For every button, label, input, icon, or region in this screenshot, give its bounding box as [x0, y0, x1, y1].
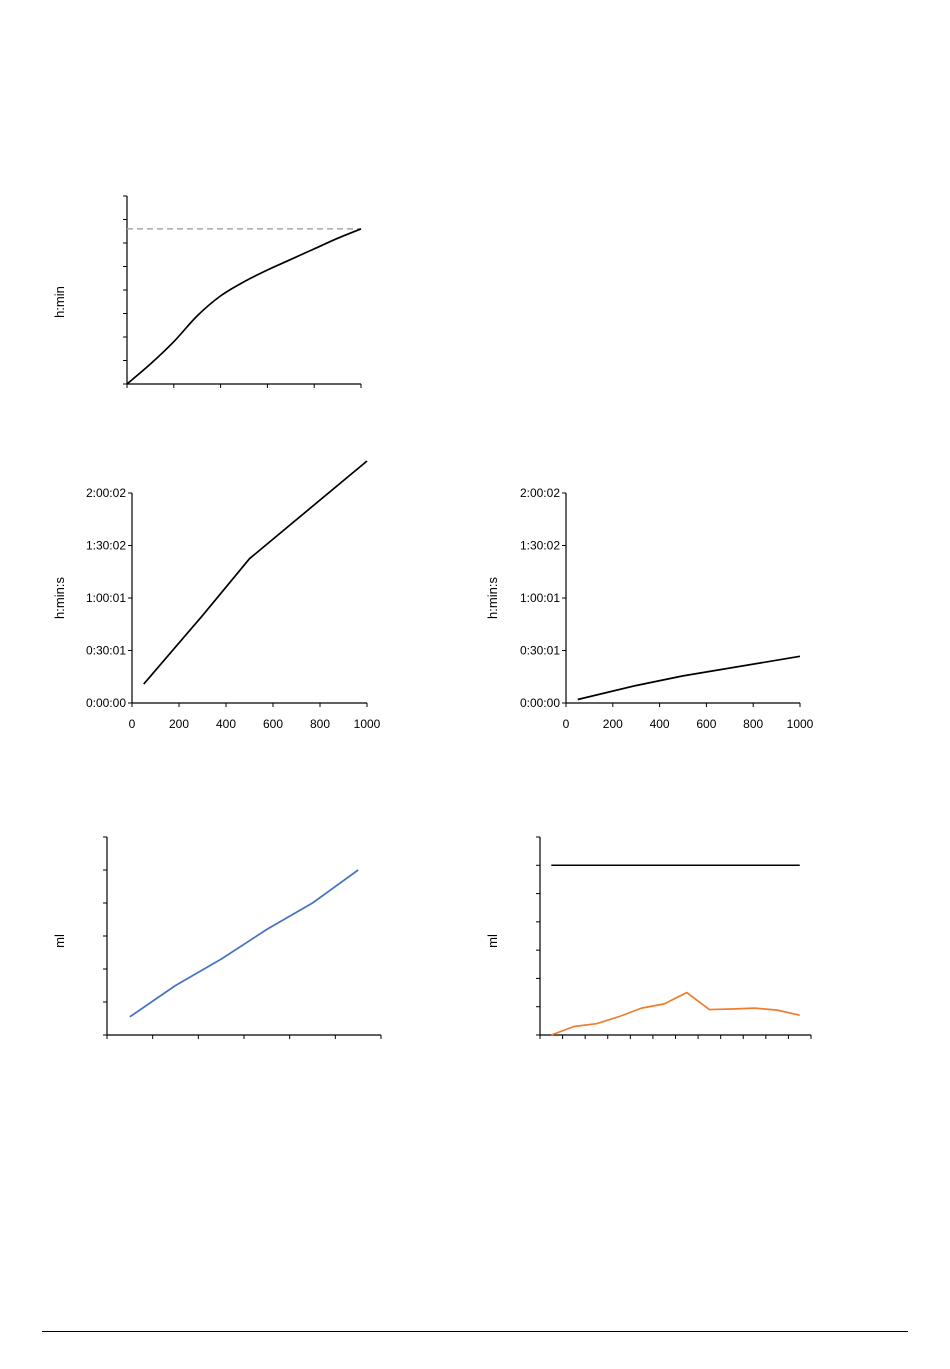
series-line: [550, 991, 800, 1036]
y-tick-label: 1:30:02: [86, 538, 126, 552]
y-axis-label: ml: [485, 934, 500, 948]
x-tick-label: 1000: [354, 717, 381, 731]
y-tick-label: 1:30:02: [520, 538, 560, 552]
chart-4: ml: [52, 836, 382, 1039]
x-tick-label: 800: [743, 717, 763, 731]
chart-1: h:min: [52, 195, 362, 388]
x-tick-label: 600: [263, 717, 283, 731]
x-tick-label: 200: [169, 717, 189, 731]
y-axis-label: h:min: [52, 286, 67, 318]
y-tick-label: 1:00:01: [86, 591, 126, 605]
y-tick-label: 2:00:02: [520, 486, 560, 500]
series-line: [129, 869, 359, 1018]
footer-divider: [42, 1331, 908, 1332]
y-tick-label: 1:00:01: [520, 591, 560, 605]
y-axis-label: h:min:s: [485, 577, 500, 619]
chart-3: 0:00:00 0:30:01 1:00:01 1:30:02 2:00:02 0 200 4…: [485, 486, 814, 731]
chart-2: 0:00:00 0:30:01 1:00:01 1:30:02 2:00:02 0 200 4…: [52, 460, 381, 731]
x-tick-label: 400: [650, 717, 670, 731]
x-tick-label: 800: [310, 717, 330, 731]
x-tick-label: 400: [216, 717, 236, 731]
series-line: [577, 655, 801, 701]
y-axis-label: ml: [52, 934, 67, 948]
x-tick-label: 1000: [787, 717, 814, 731]
chart-5: ml: [485, 836, 812, 1039]
series-line: [126, 228, 362, 385]
x-tick-label: 0: [563, 717, 570, 731]
y-tick-label: 0:00:00: [86, 696, 126, 710]
y-tick-label: 0:00:00: [520, 696, 560, 710]
x-tick-label: 200: [603, 717, 623, 731]
y-axis-label: h:min:s: [52, 577, 67, 619]
x-tick-label: 0: [129, 717, 136, 731]
y-tick-label: 0:30:01: [520, 643, 560, 657]
y-tick-label: 0:30:01: [86, 643, 126, 657]
series-line: [143, 460, 368, 685]
y-tick-label: 2:00:02: [86, 486, 126, 500]
x-tick-label: 600: [696, 717, 716, 731]
